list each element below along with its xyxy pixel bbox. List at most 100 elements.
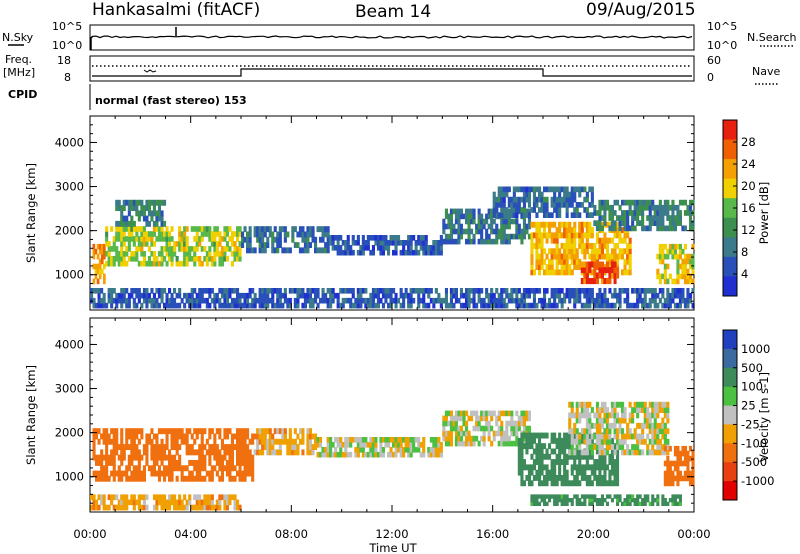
echo-cell — [653, 449, 657, 456]
echo-cell — [570, 227, 574, 233]
echo-cell — [152, 241, 156, 247]
echo-cell — [621, 449, 625, 456]
echo-cell — [477, 297, 481, 304]
echo-cell — [608, 278, 612, 285]
echo-cell — [565, 443, 569, 450]
echo-cell — [178, 260, 182, 267]
echo-cell — [364, 288, 368, 294]
echo-cell — [661, 407, 665, 413]
echo-cell — [646, 449, 650, 456]
echo-cell — [419, 240, 423, 246]
echo-cell — [92, 470, 96, 477]
echo-cell — [331, 235, 335, 241]
echo-cell — [492, 292, 496, 299]
echo-cell — [535, 302, 539, 309]
echo-cell — [258, 236, 262, 243]
echo-cell — [165, 241, 169, 247]
echo-cell — [573, 464, 577, 471]
echo-cell — [127, 465, 131, 472]
echo-cell — [130, 256, 134, 262]
echo-cell — [379, 235, 383, 241]
echo-cell — [454, 297, 458, 304]
echo-cell — [590, 243, 594, 249]
echo-cell — [666, 475, 670, 482]
echo-cell — [288, 449, 292, 456]
echo-cell — [344, 451, 348, 458]
echo-cell — [185, 444, 189, 450]
echo-cell — [520, 297, 524, 304]
echo-cell — [130, 288, 134, 294]
echo-cell — [459, 435, 463, 442]
echo-cell — [522, 228, 526, 235]
echo-cell — [465, 425, 469, 432]
echo-cell — [598, 288, 602, 294]
echo-cell — [92, 248, 96, 255]
echo-cell — [351, 288, 355, 294]
echo-cell — [656, 253, 660, 260]
echo-cell — [543, 202, 547, 208]
echo-cell — [651, 292, 655, 299]
echo-cell — [278, 231, 282, 238]
echo-cell — [326, 297, 330, 304]
echo-cell — [686, 288, 690, 294]
echo-cell — [263, 231, 267, 238]
x-tick-label: 04:00 — [174, 527, 207, 541]
echo-cell — [628, 258, 632, 265]
echo-cell — [432, 442, 436, 448]
echo-cell — [208, 454, 212, 461]
echo-cell — [532, 437, 536, 444]
echo-cell — [135, 288, 139, 294]
echo-cell — [610, 225, 614, 232]
echo-cell — [570, 412, 574, 419]
echo-cell — [578, 297, 582, 304]
echo-cell — [505, 233, 509, 240]
echo-cell — [543, 221, 547, 228]
echo-cell — [213, 246, 217, 252]
echo-cell — [203, 297, 207, 304]
echo-cell — [676, 278, 680, 285]
echo-cell — [361, 288, 365, 294]
echo-cell — [678, 210, 682, 216]
echo-cell — [198, 302, 202, 309]
echo-cell — [271, 236, 275, 243]
echo-cell — [565, 196, 569, 203]
echo-cell — [638, 204, 642, 211]
echo-cell — [160, 444, 164, 450]
echo-cell — [155, 302, 159, 309]
echo-cell — [444, 430, 448, 437]
echo-cell — [454, 292, 458, 299]
echo-cell — [230, 494, 234, 501]
echo-cell — [251, 454, 255, 461]
echo-cell — [563, 453, 567, 460]
echo-cell — [296, 297, 300, 304]
echo-cell — [95, 302, 99, 309]
echo-cell — [610, 215, 614, 221]
echo-cell — [686, 273, 690, 280]
echo-cell — [538, 288, 542, 294]
echo-cell — [407, 297, 411, 304]
echo-cell — [155, 288, 159, 294]
echo-cell — [540, 494, 544, 499]
echo-cell — [132, 499, 136, 506]
echo-cell — [278, 297, 282, 304]
echo-cell — [452, 228, 456, 235]
echo-cell — [417, 302, 421, 309]
echo-cell — [203, 428, 207, 435]
echo-cell — [585, 401, 589, 408]
echo-cell — [565, 258, 569, 265]
echo-cell — [462, 228, 466, 235]
echo-cell — [210, 236, 214, 242]
echo-cell — [568, 453, 572, 460]
echo-cell — [610, 237, 614, 244]
echo-cell — [600, 302, 604, 309]
echo-cell — [371, 297, 375, 304]
echo-cell — [407, 292, 411, 299]
echo-cell — [626, 433, 630, 440]
echo-cell — [246, 297, 250, 304]
echo-cell — [538, 258, 542, 265]
echo-cell — [565, 202, 569, 208]
echo-cell — [308, 428, 312, 435]
echo-cell — [535, 288, 539, 294]
echo-cell — [621, 215, 625, 221]
